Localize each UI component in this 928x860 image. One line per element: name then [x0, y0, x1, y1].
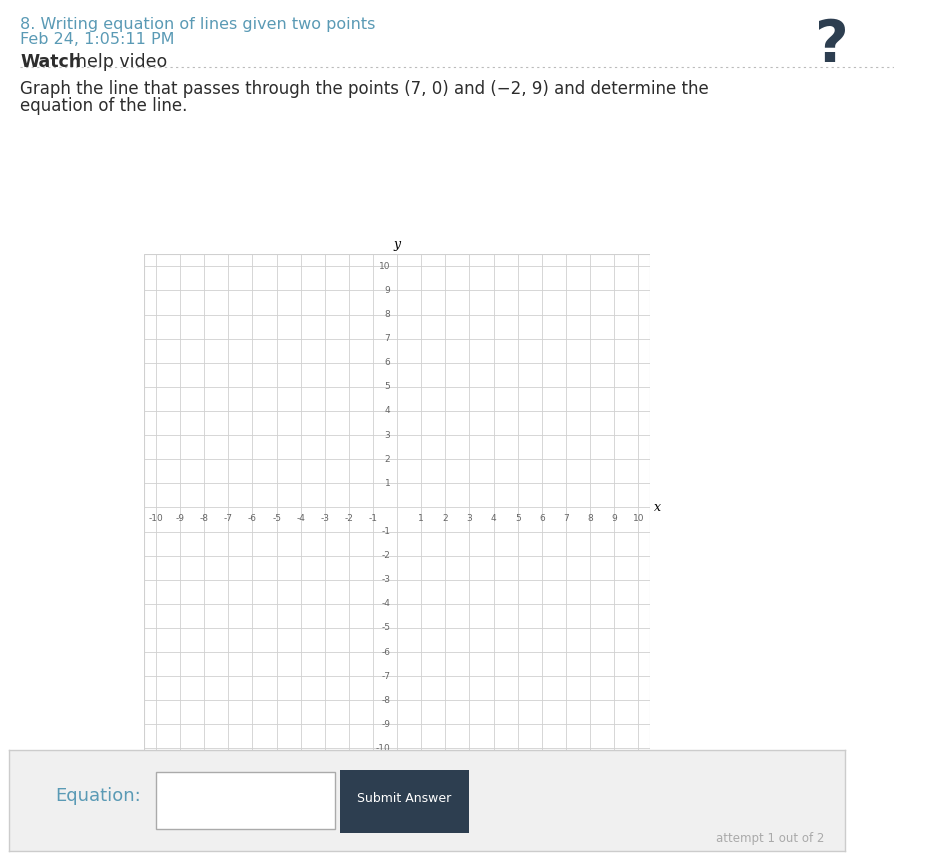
Text: 4: 4: [384, 407, 390, 415]
Text: 7: 7: [562, 514, 568, 523]
Text: equation of the line.: equation of the line.: [20, 97, 187, 115]
Text: -1: -1: [368, 514, 377, 523]
Text: 7: 7: [384, 335, 390, 343]
Text: -8: -8: [381, 696, 390, 705]
Text: 2: 2: [442, 514, 447, 523]
Text: -2: -2: [344, 514, 353, 523]
Text: -7: -7: [224, 514, 233, 523]
Text: Graph the line that passes through the points (7, 0) and (−2, 9) and determine t: Graph the line that passes through the p…: [20, 80, 708, 98]
Text: -4: -4: [381, 599, 390, 608]
Text: 4: 4: [490, 514, 496, 523]
Text: -10: -10: [375, 744, 390, 753]
Text: 5: 5: [384, 383, 390, 391]
Text: 3: 3: [466, 514, 471, 523]
Text: 8. Writing equation of lines given two points: 8. Writing equation of lines given two p…: [20, 17, 376, 32]
Text: -2: -2: [381, 551, 390, 560]
Text: -10: -10: [148, 514, 163, 523]
Text: -4: -4: [296, 514, 304, 523]
Text: -3: -3: [381, 575, 390, 584]
Text: 8: 8: [384, 310, 390, 319]
FancyBboxPatch shape: [340, 771, 469, 833]
Text: attempt 1 out of 2: attempt 1 out of 2: [715, 832, 824, 845]
Text: Equation:: Equation:: [56, 787, 141, 805]
Text: 6: 6: [384, 359, 390, 367]
Text: -9: -9: [381, 720, 390, 729]
Text: -5: -5: [272, 514, 281, 523]
Text: x: x: [653, 501, 660, 514]
Text: 1: 1: [418, 514, 424, 523]
Text: -6: -6: [248, 514, 257, 523]
Text: 2: 2: [384, 455, 390, 464]
Text: y: y: [393, 237, 400, 250]
Text: 3: 3: [384, 431, 390, 439]
Text: 6: 6: [538, 514, 544, 523]
Text: 10: 10: [379, 261, 390, 271]
Text: -1: -1: [381, 527, 390, 536]
Text: Watch: Watch: [20, 53, 82, 71]
Text: 5: 5: [514, 514, 520, 523]
FancyBboxPatch shape: [155, 772, 335, 829]
Text: -9: -9: [175, 514, 185, 523]
Text: Feb 24, 1:05:11 PM: Feb 24, 1:05:11 PM: [20, 32, 174, 46]
Text: help video: help video: [76, 53, 167, 71]
Text: ?: ?: [814, 17, 847, 74]
Text: -6: -6: [381, 648, 390, 656]
Text: -8: -8: [200, 514, 209, 523]
Text: 9: 9: [384, 286, 390, 295]
Text: 1: 1: [384, 479, 390, 488]
Text: 10: 10: [632, 514, 643, 523]
Text: Submit Answer: Submit Answer: [356, 792, 451, 805]
Text: -7: -7: [381, 672, 390, 680]
Text: -5: -5: [381, 624, 390, 632]
Text: 9: 9: [611, 514, 616, 523]
Text: -3: -3: [320, 514, 329, 523]
Text: 8: 8: [586, 514, 592, 523]
